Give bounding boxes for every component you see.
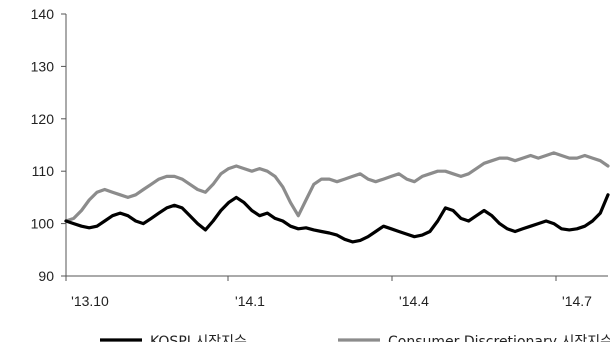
series-layer — [64, 151, 610, 244]
legend: KOSPI 시장지수 Consumer Discretionary 시장지수 — [100, 334, 610, 342]
x-tick-label: '14.1 — [235, 293, 265, 309]
y-tick-label: 100 — [31, 216, 55, 232]
series-line-1 — [64, 151, 610, 223]
y-tick-label: 120 — [31, 111, 55, 127]
legend-label-1: Consumer Discretionary 시장지수 — [388, 334, 610, 342]
y-tick-label: 140 — [31, 6, 55, 22]
x-tick-label: '14.7 — [562, 293, 592, 309]
x-axis: '13.10 '14.1 '14.4 '14.7 — [65, 275, 608, 309]
legend-label-0: KOSPI 시장지수 — [150, 334, 247, 342]
y-tick-label: 90 — [38, 268, 54, 284]
x-tick-label: '13.10 — [71, 293, 109, 309]
x-tick-label: '14.4 — [399, 293, 429, 309]
series-line-0 — [64, 193, 610, 244]
y-axis: 90 100 110 120 130 140 — [31, 6, 67, 284]
y-tick-label: 110 — [32, 163, 55, 179]
y-tick-label: 130 — [31, 58, 55, 74]
